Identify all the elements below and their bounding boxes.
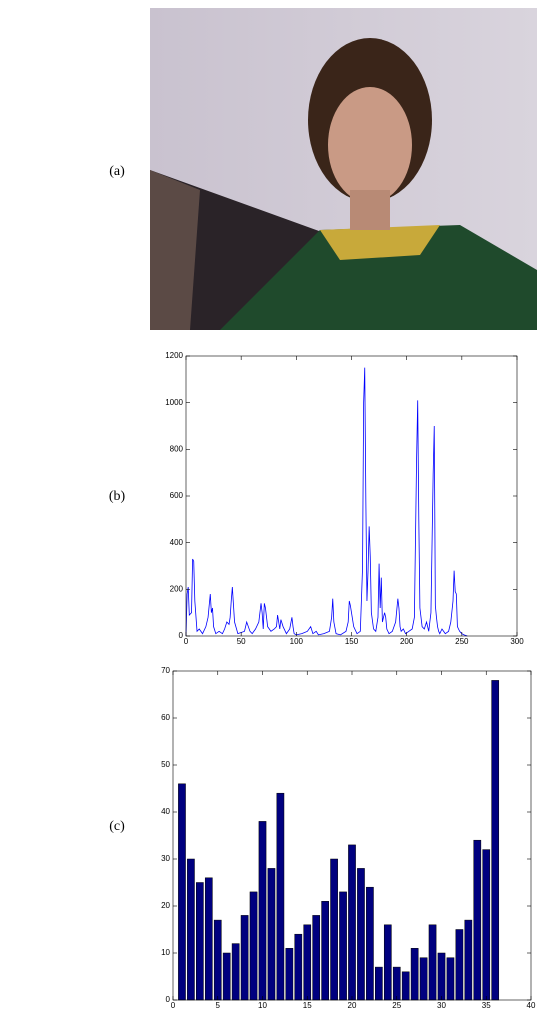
- y-tick-label: 200: [170, 584, 184, 593]
- bar: [259, 821, 266, 1000]
- y-tick-label: 10: [161, 948, 170, 957]
- bar: [241, 915, 248, 1000]
- line: [186, 368, 467, 636]
- bar: [447, 958, 454, 1000]
- x-tick-label: 40: [527, 1001, 536, 1010]
- bar: [268, 868, 275, 1000]
- bar: [196, 883, 203, 1001]
- y-tick-label: 60: [161, 713, 170, 722]
- bar: [402, 972, 409, 1000]
- x-tick-label: 250: [455, 637, 469, 646]
- axes-box: [186, 356, 517, 636]
- figure: (a) (b) (c) 0 200 400 600 800 1000 1200 0 50 100 1…: [0, 0, 537, 1010]
- bar: [286, 948, 293, 1000]
- bar: [304, 925, 311, 1000]
- y-tick-label: 70: [161, 666, 170, 675]
- y-tick-label: 20: [161, 901, 170, 910]
- bar: [348, 845, 355, 1000]
- y-tick-label: 50: [161, 760, 170, 769]
- y-tick-label: 400: [170, 538, 184, 547]
- bar: [322, 901, 329, 1000]
- x-tick-label: 20: [348, 1001, 357, 1010]
- photo: [150, 8, 537, 330]
- x-tick-label: 200: [400, 637, 414, 646]
- bar: [438, 953, 445, 1000]
- y-tick-label: 800: [170, 444, 184, 453]
- bar: [483, 850, 490, 1000]
- y-tick-label: 40: [161, 807, 170, 816]
- bar: [250, 892, 257, 1000]
- bar: [384, 925, 391, 1000]
- bar: [465, 920, 472, 1000]
- x-tick-label: 100: [290, 637, 304, 646]
- panel-label: (b): [109, 489, 126, 504]
- bar: [313, 915, 320, 1000]
- x-tick-label: 5: [216, 1001, 221, 1010]
- y-tick-label: 600: [170, 491, 184, 500]
- x-tick-label: 0: [171, 1001, 176, 1010]
- x-tick-label: 25: [392, 1001, 401, 1010]
- y-tick-label: 30: [161, 854, 170, 863]
- bar: [214, 920, 221, 1000]
- page: (a) (b) (c) 0 200 400 600 800 1000 1200 0 50 100 1…: [0, 0, 537, 1010]
- panel-label: (a): [109, 164, 125, 179]
- x-tick-label: 50: [237, 637, 246, 646]
- bar: [178, 784, 185, 1000]
- bar: [456, 930, 463, 1001]
- x-tick-label: 0: [184, 637, 189, 646]
- bar: [492, 680, 499, 1000]
- bar: [232, 944, 239, 1000]
- x-tick-label: 150: [345, 637, 359, 646]
- bar: [277, 793, 284, 1000]
- bar: [393, 967, 400, 1000]
- bar: [205, 878, 212, 1000]
- y-tick-label: 1200: [165, 351, 183, 360]
- bar: [420, 958, 427, 1000]
- bar: [429, 925, 436, 1000]
- x-tick-label: 300: [510, 637, 524, 646]
- bar: [223, 953, 230, 1000]
- bar: [366, 887, 373, 1000]
- bar: [411, 948, 418, 1000]
- x-tick-label: 10: [258, 1001, 267, 1010]
- panel-label: (c): [109, 819, 125, 834]
- x-tick-label: 30: [437, 1001, 446, 1010]
- bar: [295, 934, 302, 1000]
- y-tick-label: 1000: [165, 398, 183, 407]
- bar: [331, 859, 338, 1000]
- bar: [339, 892, 346, 1000]
- bar: [357, 868, 364, 1000]
- x-tick-label: 15: [303, 1001, 312, 1010]
- bar: [474, 840, 481, 1000]
- x-tick-label: 35: [482, 1001, 491, 1010]
- bar: [375, 967, 382, 1000]
- bar: [187, 859, 194, 1000]
